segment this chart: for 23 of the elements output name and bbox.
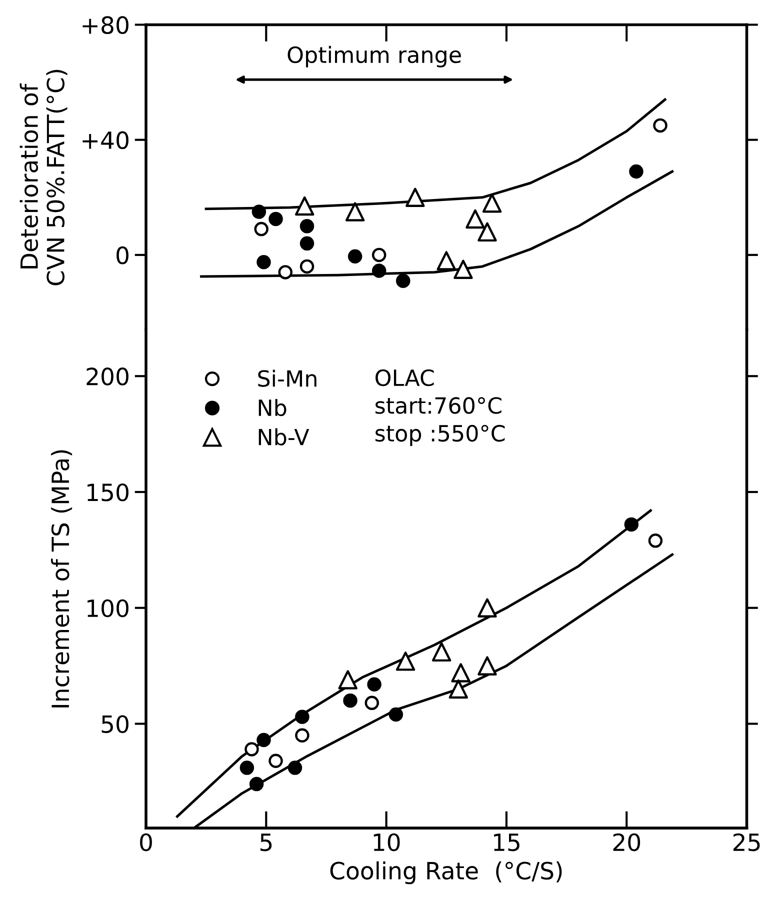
x-axis-title: Cooling Rate (°C/S) bbox=[330, 861, 562, 884]
annotation: stop :550°C bbox=[375, 424, 505, 446]
y-tick-label: +40 bbox=[82, 131, 128, 150]
y-tick-label: +80 bbox=[82, 16, 128, 34]
x-tick-label: 5 bbox=[260, 834, 272, 852]
y-tick-label: 100 bbox=[88, 599, 128, 618]
legend-label: Nb bbox=[258, 398, 286, 416]
x-tick-label: 25 bbox=[733, 833, 760, 852]
y-axis-title: Deterioration of CVN 50%.FATT(°C) bbox=[20, 70, 68, 286]
annotation: Optimum range bbox=[288, 46, 461, 68]
annotation: OLAC bbox=[376, 369, 434, 386]
x-tick-label: 20 bbox=[613, 833, 640, 852]
x-tick-label: 0 bbox=[140, 833, 152, 852]
y-tick-label: 200 bbox=[86, 368, 128, 386]
legend-label: Si-Mn bbox=[258, 370, 316, 387]
y-axis-title: Increment of TS (MPa) bbox=[50, 450, 72, 708]
x-tick-label: 10 bbox=[374, 833, 400, 852]
y-tick-label: 150 bbox=[88, 483, 128, 502]
x-tick-label: 15 bbox=[494, 834, 520, 852]
y-tick-label: 50 bbox=[102, 715, 128, 734]
annotation: start:760°C bbox=[375, 397, 502, 414]
y-tick-label: 0 bbox=[116, 246, 128, 264]
legend-label: Nb-V bbox=[258, 428, 310, 446]
